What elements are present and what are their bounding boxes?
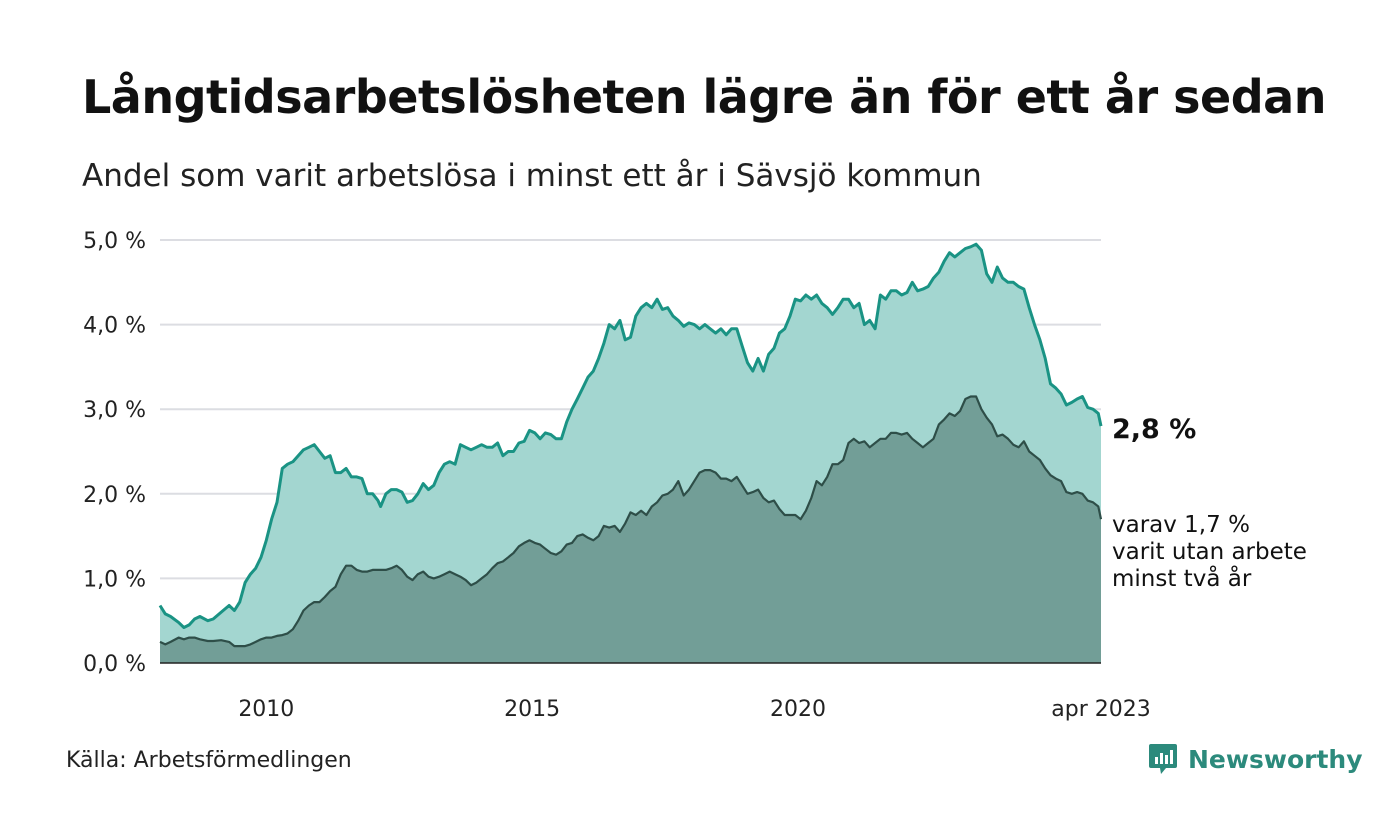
x-tick-label: 2020: [770, 697, 826, 722]
brand-name: Newsworthy: [1188, 744, 1363, 774]
axes: 0,0 % 1,0 % 2,0 % 3,0 % 4,0 % 5,0 % 2010 2015 20…: [83, 229, 1151, 722]
y-tick-label: 4,0 %: [83, 314, 146, 339]
chart-title: Långtidsarbetslösheten lägre än för ett …: [82, 70, 1326, 124]
two-year-annotation-line-1: varav 1,7 %: [1112, 512, 1250, 538]
two-year-annotation-line-2: varit utan arbete: [1112, 539, 1307, 565]
two-year-annotation-line-3: minst två år: [1112, 566, 1252, 592]
x-tick-label: 2015: [504, 697, 560, 722]
y-tick-label: 0,0 %: [83, 652, 146, 677]
y-tick-label: 1,0 %: [83, 567, 146, 592]
current-value-label: 2,8 %: [1112, 414, 1197, 445]
two-year-unemployment-area-line: [159, 395, 1103, 648]
y-tick-label: 2,0 %: [83, 483, 146, 508]
two-year-annotation: varav 1,7 % varit utan arbete minst två …: [1112, 512, 1307, 593]
y-tick-label: 3,0 %: [83, 398, 146, 423]
brand-logo[interactable]: Newsworthy: [1148, 742, 1363, 776]
two-year-unemployment-area-fill: [160, 396, 1101, 663]
x-tick-label: apr 2023: [1051, 697, 1150, 722]
y-tick-label: 5,0 %: [83, 229, 146, 254]
x-tick-label: 2010: [238, 697, 294, 722]
area-series: [158, 242, 1103, 663]
source-label: Källa: Arbetsförmedlingen: [66, 748, 352, 773]
newsworthy-logo-icon: [1149, 744, 1177, 774]
long-term-unemployment-area-line: [158, 242, 1103, 629]
chart-subtitle: Andel som varit arbetslösa i minst ett å…: [82, 158, 982, 194]
